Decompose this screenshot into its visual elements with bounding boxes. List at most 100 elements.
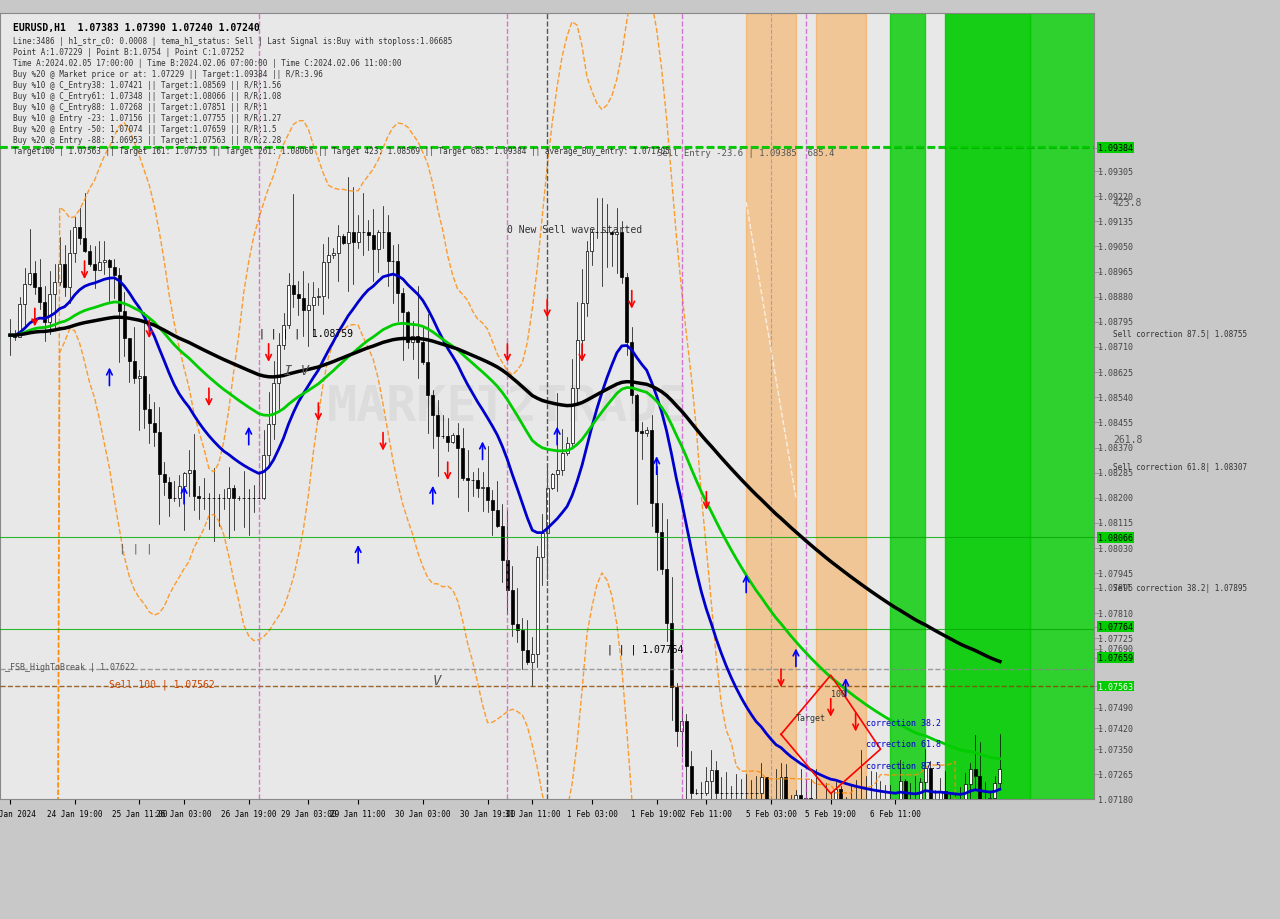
Bar [650,431,653,504]
Text: 1.08880: 1.08880 [1098,293,1133,301]
Bar [88,252,91,265]
Bar [899,781,902,800]
Text: Sell Entry -23.6 | 1.09385  685.4: Sell Entry -23.6 | 1.09385 685.4 [657,149,835,157]
Text: I V: I V [284,363,308,377]
Bar [616,233,618,234]
Bar [840,789,842,800]
Text: Time A:2024.02.05 17:00:00 | Time B:2024.02.06 07:00:00 | Time C:2024.02.06 11:0: Time A:2024.02.05 17:00:00 | Time B:2024… [13,59,402,68]
Text: 1.07563: 1.07563 [1098,682,1133,691]
Bar [426,363,429,395]
Text: 1.08455: 1.08455 [1098,418,1133,427]
Bar [571,389,573,444]
Text: 0 New Sell wave started: 0 New Sell wave started [507,224,643,234]
Bar [123,312,125,339]
Bar [685,721,687,766]
Bar [660,532,663,570]
Bar [38,288,41,302]
Bar [332,255,335,256]
Text: Point A:1.07229 | Point B:1.0754 | Point C:1.07252: Point A:1.07229 | Point B:1.0754 | Point… [13,48,244,57]
Bar [442,436,444,437]
Bar [969,769,972,785]
Bar [292,286,294,295]
Bar [366,233,370,235]
Text: 1.09050: 1.09050 [1098,243,1133,252]
Bar [347,233,349,244]
Text: 1.07659: 1.07659 [1098,653,1133,663]
Bar [49,295,51,323]
Bar [809,799,813,800]
Bar [669,624,673,686]
Text: 1.07350: 1.07350 [1098,744,1133,754]
Bar [531,654,534,662]
Text: | | | 1.07764: | | | 1.07764 [607,644,684,654]
Text: 1.07690: 1.07690 [1098,644,1133,653]
Bar [710,770,713,781]
Bar [759,777,763,794]
Bar [500,526,504,561]
Bar [326,256,330,262]
Text: V: V [433,674,442,687]
Bar [924,768,927,782]
Bar [376,233,380,250]
Text: 1.07265: 1.07265 [1098,770,1133,779]
Text: Target: Target [796,713,826,721]
Bar [486,488,489,500]
Text: _FSB_HighToBreak | 1.07622: _FSB_HighToBreak | 1.07622 [5,662,134,671]
Text: Buy %20 @ Entry -88: 1.06953 || Target:1.07563 || R/R:2.28: Buy %20 @ Entry -88: 1.06953 || Target:1… [13,136,282,145]
Bar [273,384,275,425]
Text: 1.08200: 1.08200 [1098,494,1133,503]
Bar [640,432,644,433]
Text: 1.08710: 1.08710 [1098,343,1133,352]
Bar [337,237,339,255]
Bar [183,473,186,486]
Bar [974,769,977,776]
Bar [357,233,360,243]
Bar [815,14,865,800]
Text: | | |: | | | [119,543,154,554]
Bar [431,395,434,416]
Bar [675,686,678,731]
Bar [561,453,563,471]
Bar [536,557,539,654]
Text: EURUSD,H1  1.07383 1.07390 1.07240 1.07240: EURUSD,H1 1.07383 1.07390 1.07240 1.0724… [13,23,260,33]
Text: 1.08115: 1.08115 [1098,519,1133,528]
Bar [945,14,1029,800]
Bar [666,570,668,624]
Bar [764,777,768,800]
Bar [402,294,404,312]
Text: | | | |  1.08759: | | | | 1.08759 [259,328,353,338]
Bar [556,471,558,475]
Text: 1.09220: 1.09220 [1098,192,1133,201]
Bar [54,283,56,295]
Bar [978,776,982,800]
Bar [282,325,285,346]
Text: 1.08965: 1.08965 [1098,267,1133,277]
Bar [492,500,494,511]
Text: 1.07764: 1.07764 [1098,622,1133,631]
Bar [481,488,484,489]
Bar [342,237,344,244]
Bar [73,228,76,254]
Bar [411,337,415,343]
Bar [611,233,613,234]
Text: Buy %20 @ Entry -50: 1.07074 || Target:1.07659 || R/R:1.5: Buy %20 @ Entry -50: 1.07074 || Target:1… [13,125,276,134]
Bar [526,651,529,662]
Bar [705,781,708,794]
Bar [93,265,96,270]
Bar [835,789,837,800]
Bar [621,233,623,278]
Bar [521,630,524,651]
Bar [108,261,111,267]
Bar [128,339,131,361]
Text: 1.07420: 1.07420 [1098,724,1133,733]
Text: Buy %10 @ C_Entry38: 1.07421 || Target:1.08569 || R/R:1.56: Buy %10 @ C_Entry38: 1.07421 || Target:1… [13,81,282,90]
Bar [540,533,544,557]
Bar [680,721,684,731]
Bar [421,343,425,363]
Bar [655,504,658,532]
Bar [785,777,787,800]
Bar [178,486,180,498]
Bar [321,262,325,297]
Bar [102,261,106,263]
Bar [18,305,22,337]
